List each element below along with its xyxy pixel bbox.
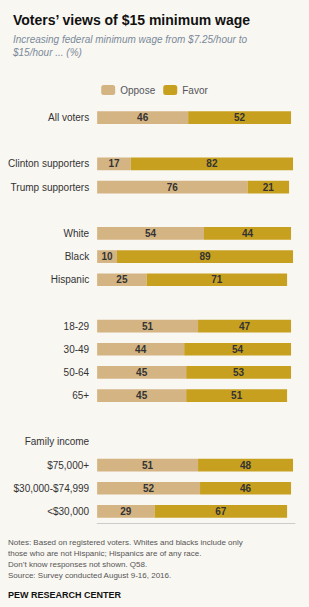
svg-text:Favor: Favor xyxy=(182,85,208,96)
svg-text:47: 47 xyxy=(239,321,251,332)
svg-text:Family income: Family income xyxy=(25,436,90,447)
svg-text:45: 45 xyxy=(136,390,148,401)
svg-text:Don’t know responses not shown: Don’t know responses not shown. Q58. xyxy=(8,560,147,569)
svg-text:48: 48 xyxy=(240,460,252,471)
svg-text:54: 54 xyxy=(232,344,244,355)
svg-text:51: 51 xyxy=(231,390,243,401)
svg-text:67: 67 xyxy=(215,506,227,517)
svg-text:52: 52 xyxy=(143,483,155,494)
svg-text:Clinton supporters: Clinton supporters xyxy=(8,158,89,169)
svg-text:82: 82 xyxy=(206,158,218,169)
svg-text:17: 17 xyxy=(108,158,120,169)
svg-text:Notes: Based on registered vot: Notes: Based on registered voters. White… xyxy=(8,538,243,547)
svg-text:those who are not Hispanic; Hi: those who are not Hispanic; Hispanics ar… xyxy=(8,549,201,558)
svg-text:76: 76 xyxy=(167,182,179,193)
svg-text:18-29: 18-29 xyxy=(64,321,90,332)
svg-text:Voters’ views of $15 minimum w: Voters’ views of $15 minimum wage xyxy=(13,12,250,28)
svg-text:65+: 65+ xyxy=(72,390,89,401)
svg-text:30-49: 30-49 xyxy=(64,344,90,355)
svg-text:51: 51 xyxy=(142,321,154,332)
svg-text:25: 25 xyxy=(116,274,128,285)
svg-text:21: 21 xyxy=(263,182,275,193)
svg-text:Black: Black xyxy=(65,251,90,262)
svg-text:52: 52 xyxy=(234,112,246,123)
svg-text:50-64: 50-64 xyxy=(64,367,90,378)
svg-text:89: 89 xyxy=(199,251,211,262)
svg-text:71: 71 xyxy=(211,274,223,285)
svg-text:PEW RESEARCH CENTER: PEW RESEARCH CENTER xyxy=(8,590,122,600)
svg-text:All voters: All voters xyxy=(48,112,89,123)
svg-text:$75,000+: $75,000+ xyxy=(47,460,89,471)
svg-text:Oppose: Oppose xyxy=(120,85,155,96)
svg-text:10: 10 xyxy=(101,251,113,262)
svg-text:Increasing federal minimum wag: Increasing federal minimum wage from $7.… xyxy=(13,34,247,45)
svg-text:45: 45 xyxy=(136,367,148,378)
svg-text:$30,000-$74,999: $30,000-$74,999 xyxy=(14,483,90,494)
svg-text:44: 44 xyxy=(242,228,254,239)
svg-text:51: 51 xyxy=(142,460,154,471)
svg-text:29: 29 xyxy=(120,506,132,517)
svg-text:White: White xyxy=(64,228,90,239)
svg-text:Source: Survey conducted Augus: Source: Survey conducted August 9-16, 20… xyxy=(8,571,171,580)
svg-text:Trump supporters: Trump supporters xyxy=(11,182,90,193)
svg-text:<$30,000: <$30,000 xyxy=(47,506,89,517)
svg-text:44: 44 xyxy=(135,344,147,355)
svg-text:53: 53 xyxy=(233,367,245,378)
svg-text:Hispanic: Hispanic xyxy=(51,274,89,285)
svg-text:$15/hour ... (%): $15/hour ... (%) xyxy=(12,47,82,58)
svg-text:46: 46 xyxy=(240,483,252,494)
svg-text:54: 54 xyxy=(145,228,157,239)
svg-text:46: 46 xyxy=(137,112,149,123)
